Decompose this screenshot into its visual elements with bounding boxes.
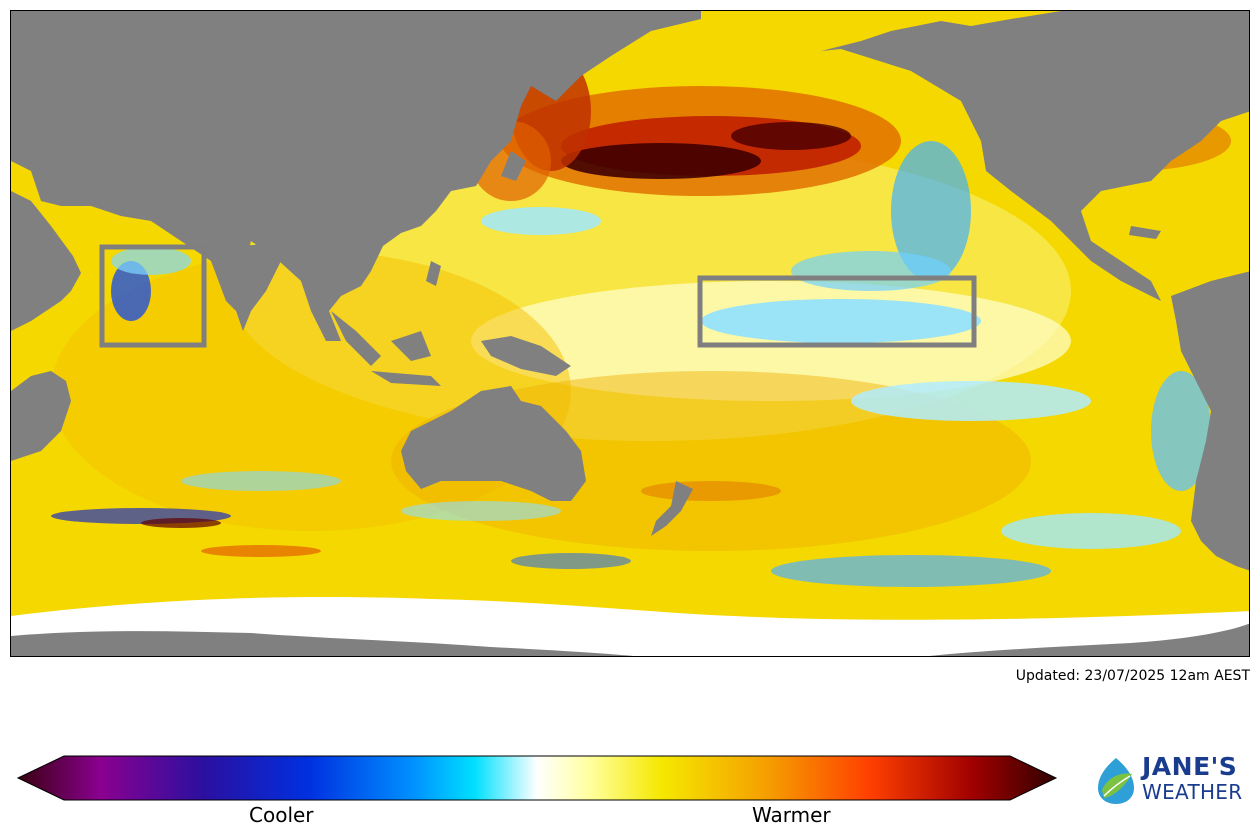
small-islands	[426, 151, 1161, 286]
north-america-land	[821, 11, 1249, 301]
india-land	[211, 243, 281, 331]
australia-land	[401, 386, 586, 501]
colorbar-gradient	[16, 755, 1058, 801]
new-guinea-land	[481, 336, 571, 376]
land-masses	[11, 11, 1249, 656]
logo-text-janes: JANE'S	[1142, 752, 1238, 781]
map-svg	[11, 11, 1249, 656]
anomaly-patches	[51, 41, 1249, 587]
south-america-land	[1171, 271, 1249, 571]
new-zealand-land	[651, 481, 693, 536]
cooler-label: Cooler	[249, 803, 314, 827]
updated-timestamp: Updated: 23/07/2025 12am AEST	[1015, 668, 1250, 684]
indonesia-land	[331, 311, 381, 366]
colorbar	[16, 755, 1058, 801]
logo-text-weather: WEATHER	[1142, 780, 1243, 804]
africa-east-land	[11, 371, 71, 461]
equatorial-pacific-box	[697, 275, 977, 348]
antarctica-land	[11, 631, 634, 656]
eurasia-land	[11, 11, 701, 341]
africa-land	[11, 191, 81, 331]
leaf-drop-icon	[1098, 758, 1134, 804]
janes-weather-logo: JANE'S WEATHER	[1094, 752, 1254, 808]
sst-anomaly-map	[10, 10, 1250, 657]
warmer-label: Warmer	[752, 803, 831, 827]
arabian-sea-box	[99, 244, 207, 348]
